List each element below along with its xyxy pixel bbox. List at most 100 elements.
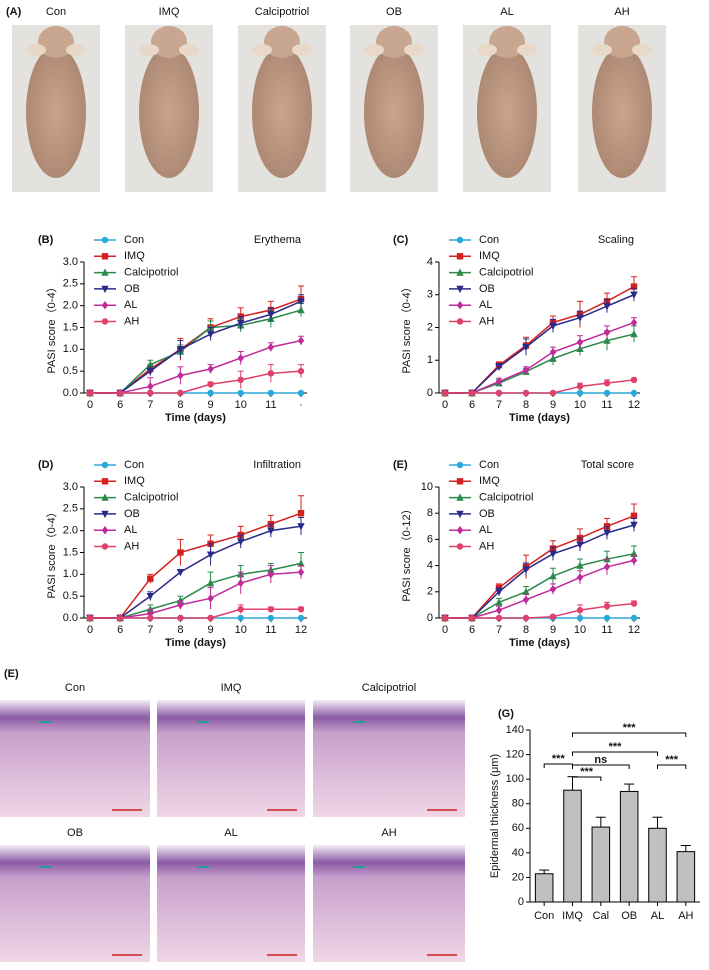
marker: [630, 614, 638, 622]
marker: [441, 614, 449, 622]
marker: [603, 328, 611, 337]
marker: [267, 614, 275, 622]
x-axis-label: Time (days): [509, 637, 570, 649]
marker: [630, 318, 638, 327]
x-tick-label: 11: [601, 399, 612, 411]
y-tick-label: 1: [427, 354, 433, 366]
marker: [630, 283, 638, 290]
y-tick-label: 20: [512, 871, 524, 883]
mouse-body: [26, 46, 86, 178]
legend-label: IMQ: [479, 475, 500, 487]
significance-label: ns: [594, 754, 607, 766]
series-line: [90, 300, 302, 394]
panel-label: (B): [38, 234, 54, 246]
legend-label: IMQ: [124, 475, 145, 487]
marker: [549, 584, 557, 594]
legend-label: AL: [124, 299, 137, 311]
x-tick-label: 8: [177, 399, 183, 411]
mouse-head: [376, 26, 412, 58]
legend-marker: [101, 543, 109, 550]
series-line: [90, 512, 302, 619]
marker: [297, 523, 305, 531]
legend-marker: [456, 318, 464, 325]
x-tick-label: 7: [496, 399, 502, 411]
y-tick-label: 2.5: [63, 503, 78, 515]
marker: [630, 556, 638, 565]
x-tick-label: AH: [678, 910, 693, 922]
histology-image: [157, 845, 305, 962]
mouse-head: [489, 26, 525, 58]
photo-label: Calcipotriol: [255, 6, 309, 18]
histology-label: Calcipotriol: [362, 682, 416, 694]
x-tick-label: 0: [87, 399, 93, 411]
legend-marker: [456, 526, 464, 535]
legend-marker: [456, 478, 464, 485]
marker: [206, 578, 215, 587]
y-axis-label: Epidermal thickness (μm): [489, 754, 501, 878]
marker: [603, 562, 611, 572]
series-line: [445, 321, 635, 394]
mouse-head: [264, 26, 300, 58]
panel-label: (A): [6, 6, 22, 18]
marker: [177, 371, 184, 380]
legend-label: AL: [124, 524, 137, 536]
marker: [549, 354, 557, 362]
legend-label: OB: [479, 283, 495, 295]
chart-title: Infiltration: [253, 459, 301, 471]
y-tick-label: 40: [512, 847, 524, 859]
x-tick-label: 11: [265, 399, 276, 411]
marker: [146, 367, 154, 376]
chart-title: Total score: [581, 459, 634, 471]
histology-image: [0, 700, 150, 817]
marker: [237, 389, 244, 397]
photo-label: AL: [500, 6, 513, 18]
mouse-ear: [404, 44, 424, 56]
y-tick-label: 10: [421, 481, 433, 493]
series-line: [445, 524, 635, 619]
bar: [563, 789, 582, 903]
legend-marker: [101, 461, 109, 469]
legend-label: Calcipotriol: [124, 492, 178, 504]
legend-label: Con: [479, 459, 499, 471]
x-tick-label: 12: [628, 399, 640, 411]
marker: [576, 541, 584, 549]
mouse-body: [139, 46, 199, 178]
marker: [116, 389, 124, 397]
x-tick-label: 10: [574, 399, 586, 411]
mouse-ear: [252, 44, 272, 56]
mouse-body: [592, 46, 652, 178]
mouse-ear: [632, 44, 652, 56]
significance-label: ***: [552, 753, 566, 765]
x-tick-label: 9: [550, 624, 556, 636]
marker: [237, 578, 244, 588]
significance-label: ***: [580, 766, 594, 778]
legend-marker: [101, 236, 109, 244]
marker: [495, 614, 503, 622]
marker: [297, 606, 305, 613]
marker: [576, 606, 584, 614]
legend-marker: [456, 236, 464, 244]
significance-bracket: [572, 776, 602, 781]
marker: [522, 614, 530, 622]
legend-marker: [101, 493, 109, 501]
marker: [177, 600, 184, 610]
marker: [177, 549, 184, 556]
marker: [522, 587, 530, 595]
legend-marker: [456, 268, 464, 276]
legend-marker: [456, 461, 464, 469]
y-tick-label: 0.5: [63, 365, 78, 377]
bar: [534, 873, 554, 903]
mouse-ear: [364, 44, 384, 56]
legend-marker: [456, 253, 464, 260]
mouse-ear: [179, 44, 199, 56]
series-line: [90, 339, 302, 394]
x-tick-label: 6: [117, 624, 123, 636]
mouse-ear: [26, 44, 46, 56]
marker: [177, 614, 184, 622]
y-tick-label: 2: [427, 321, 433, 333]
x-tick-label: Cal: [593, 910, 610, 922]
mouse-body: [252, 46, 312, 178]
marker: [147, 382, 154, 391]
legend-marker: [101, 301, 109, 310]
significance-bracket: [572, 764, 630, 769]
